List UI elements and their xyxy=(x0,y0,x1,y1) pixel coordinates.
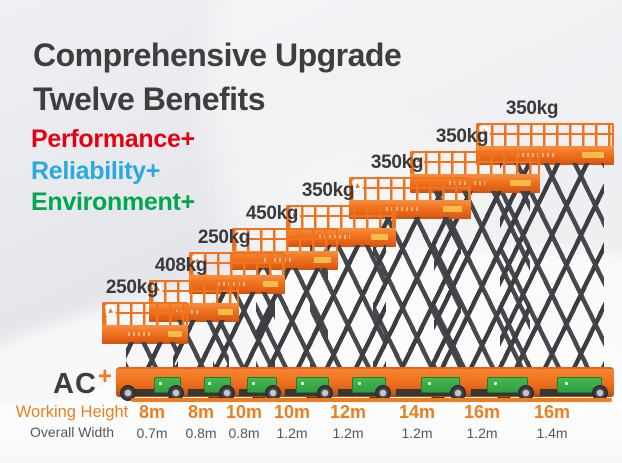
spec-column: 14m 1.2m xyxy=(399,403,435,442)
spec-column: 10m 1.2m xyxy=(274,403,310,442)
working-height-value: 8m xyxy=(138,402,165,422)
basket-sticker xyxy=(313,256,331,264)
platform-railing xyxy=(349,177,471,200)
spec-column: 8m 0.7m xyxy=(136,403,167,442)
spec-column: 10m 0.8m xyxy=(226,403,262,442)
basket-sticker xyxy=(442,205,463,213)
working-height-value: 10m xyxy=(225,402,263,422)
overall-width-value: 1.2m xyxy=(466,425,498,441)
spec-column: 16m 1.2m xyxy=(464,403,500,442)
overall-width-value: 1.2m xyxy=(401,425,433,441)
ac-badge-plus: + xyxy=(97,363,112,390)
basket-sticker xyxy=(510,179,531,187)
overall-width-value: 0.8m xyxy=(228,425,260,441)
basket-sticker xyxy=(218,308,233,316)
benefit-reliability: Reliability+ xyxy=(31,156,161,185)
platform-railing xyxy=(410,151,540,174)
overall-width-value: 1.4m xyxy=(536,425,568,441)
working-height-row-label: Working Height xyxy=(15,403,129,421)
lift-base xyxy=(116,367,188,401)
benefit-environment: Environment+ xyxy=(31,188,195,216)
basket-sticker xyxy=(262,280,279,288)
page-title: Comprehensive Upgrade Twelve Benefits xyxy=(33,33,402,121)
table-divider-line xyxy=(131,398,612,402)
capacity-label: 350kg xyxy=(505,98,559,119)
title-line-2: Twelve Benefits xyxy=(33,81,265,117)
capacity-label: 350kg xyxy=(301,180,355,201)
platform-railing xyxy=(286,205,396,228)
basket-sticker xyxy=(582,151,605,159)
spec-column: 8m 0.8m xyxy=(185,403,216,442)
capacity-label: 350kg xyxy=(435,126,489,147)
overall-width-value: 0.8m xyxy=(185,425,217,441)
lift-platform xyxy=(102,302,188,344)
overall-width-row-label: Overall Width xyxy=(29,424,115,440)
basket-brand-strip xyxy=(127,332,152,337)
spec-column: 16m 1.4m xyxy=(534,403,570,442)
scissor-lift: 250kg xyxy=(102,277,188,401)
safety-sticker-icon xyxy=(105,304,116,317)
benefit-list: Performance+ Reliability+ Environment+ xyxy=(31,124,195,219)
working-height-value: 8m xyxy=(187,402,214,422)
benefit-performance: Performance+ xyxy=(31,125,195,153)
overall-width-value: 1.2m xyxy=(276,425,308,441)
capacity-label: 250kg xyxy=(197,227,251,248)
basket-sticker xyxy=(370,233,389,241)
capacity-label: 250kg xyxy=(105,277,159,298)
capacity-label: 350kg xyxy=(370,152,424,173)
platform-railing xyxy=(149,280,239,303)
capacity-label: 408kg xyxy=(154,255,208,276)
working-height-value: 14m xyxy=(398,402,436,422)
working-height-value: 12m xyxy=(329,402,367,422)
spec-column: 12m 1.2m xyxy=(330,403,366,442)
working-height-value: 10m xyxy=(273,402,311,422)
overall-width-value: 0.7m xyxy=(136,425,168,441)
ac-badge: AC+ xyxy=(53,363,112,401)
overall-width-value: 1.2m xyxy=(332,425,364,441)
bottom-white-strip xyxy=(0,405,622,463)
basket-sticker xyxy=(168,330,182,338)
capacity-label: 450kg xyxy=(245,203,299,224)
platform-railing xyxy=(102,302,188,325)
platform-railing xyxy=(476,123,614,146)
spec-row-labels: Working Height Overall Width xyxy=(10,403,134,441)
title-line-1: Comprehensive Upgrade xyxy=(33,37,402,73)
working-height-value: 16m xyxy=(533,402,571,422)
ac-badge-text: AC xyxy=(53,368,97,400)
working-height-value: 16m xyxy=(463,402,501,422)
